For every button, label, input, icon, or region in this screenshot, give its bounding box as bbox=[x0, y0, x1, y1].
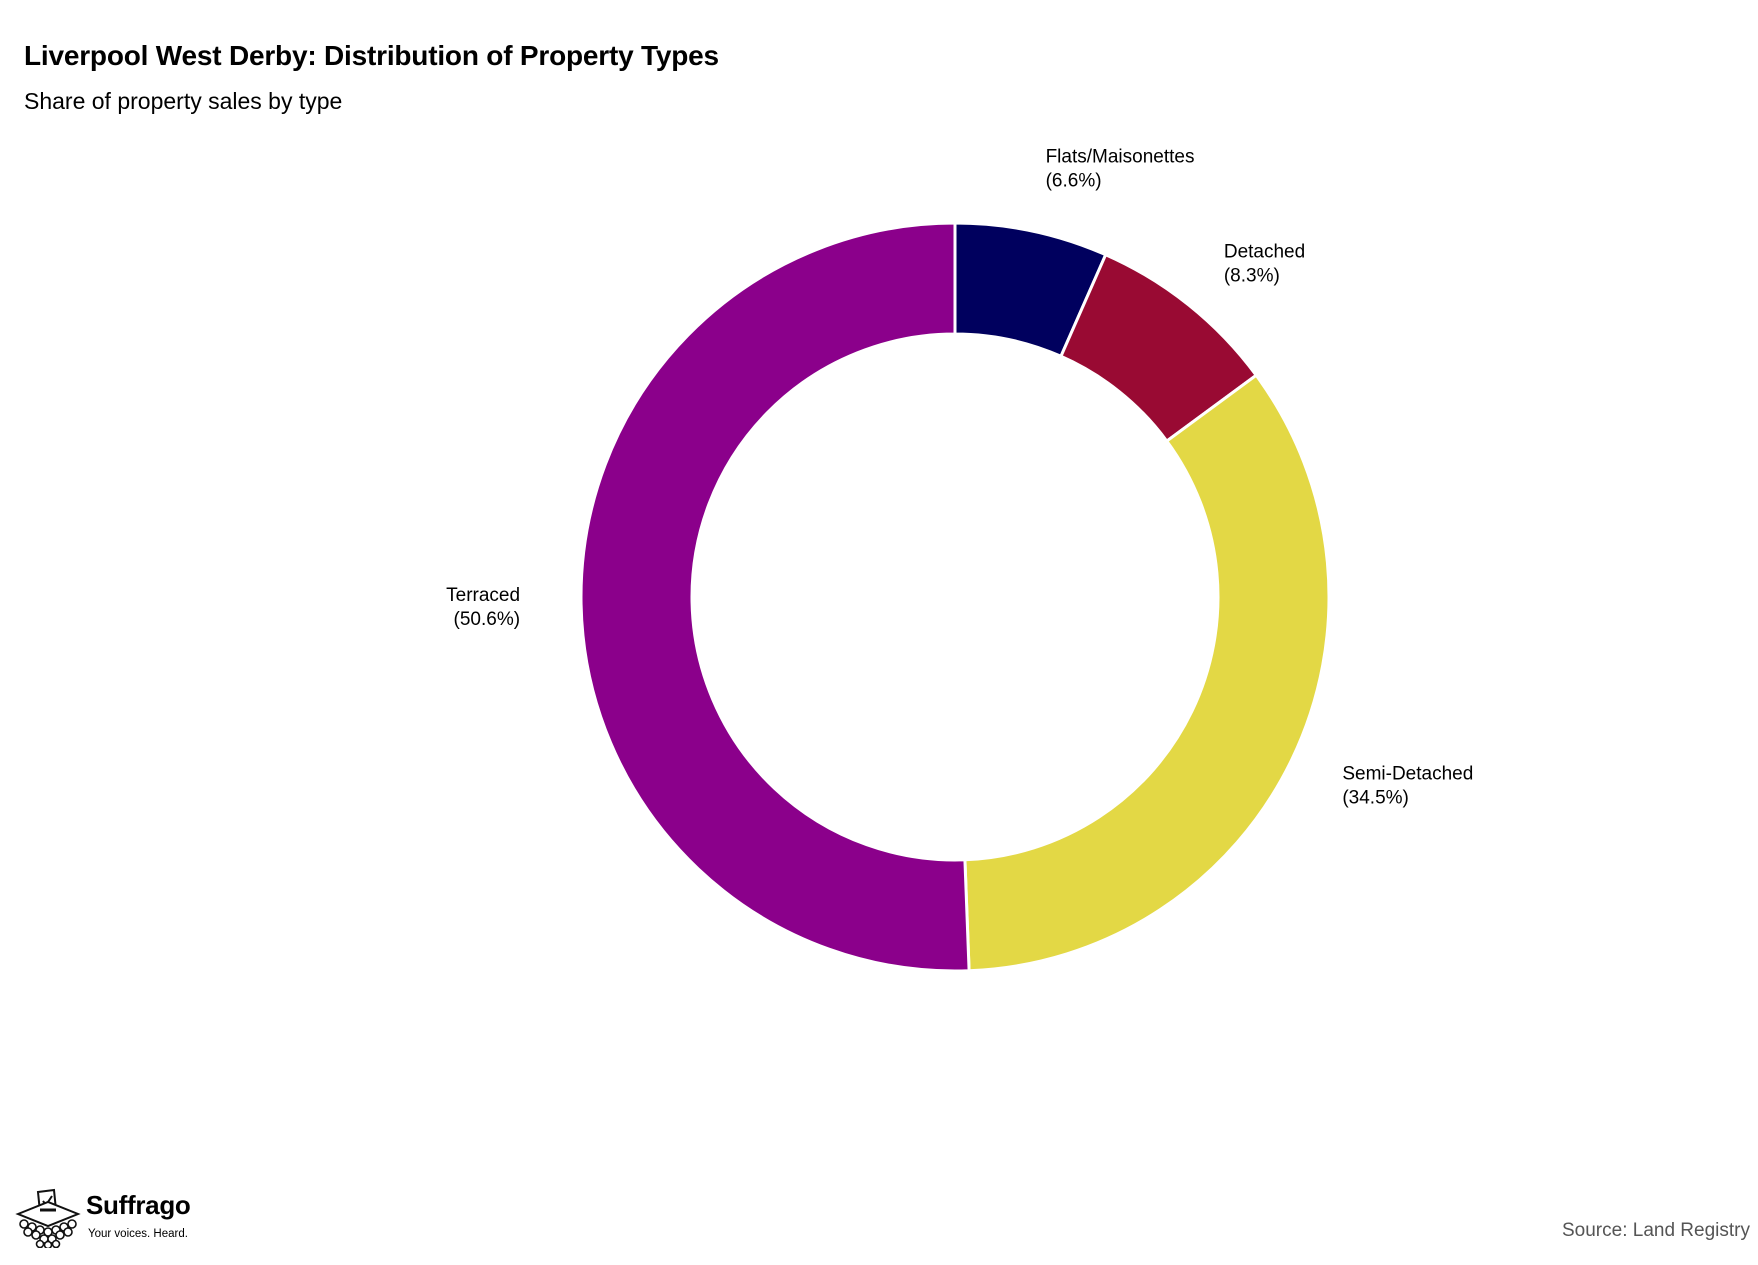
slice-labels: Flats/Maisonettes (6.6%) Detached (8.3%) Sem… bbox=[446, 146, 1473, 808]
source-note: Source: Land Registry bbox=[1562, 1220, 1750, 1241]
slice-label-semi-detached: Semi-Detached (34.5%) bbox=[1342, 764, 1473, 809]
slice-semi-detached bbox=[963, 373, 1331, 973]
chart-title: Liverpool West Derby: Distribution of Pr… bbox=[24, 40, 719, 71]
brand-logo: Suffrago Your voices. Heard. bbox=[14, 1188, 204, 1248]
ballot-box-icon bbox=[15, 1188, 81, 1248]
brand-name: Suffrago bbox=[86, 1190, 191, 1220]
brand-tagline: Your voices. Heard. bbox=[88, 1228, 188, 1240]
chart-subtitle: Share of property sales by type bbox=[24, 88, 343, 114]
slice-label-terraced: Terraced (50.6%) bbox=[446, 585, 520, 630]
slice-label-detached: Detached (8.3%) bbox=[1224, 241, 1305, 286]
slice-terraced bbox=[579, 221, 971, 973]
slice-label-flats-maisonettes: Flats/Maisonettes (6.6%) bbox=[1046, 146, 1195, 191]
donut-slices bbox=[579, 221, 1331, 973]
